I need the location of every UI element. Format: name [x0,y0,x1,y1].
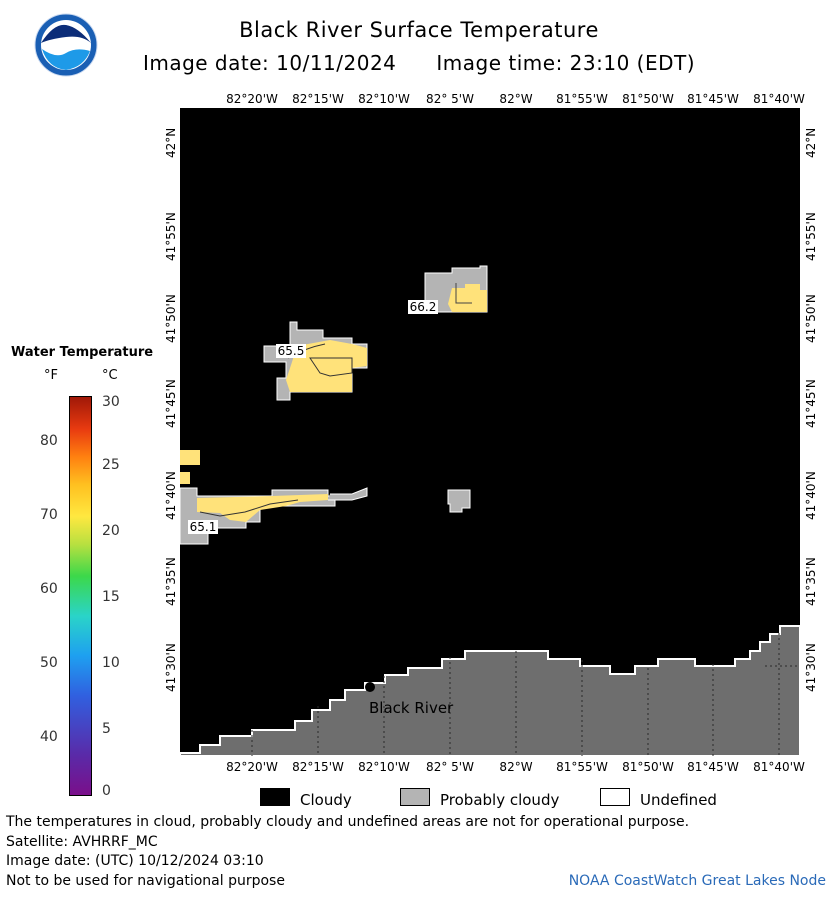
lat-label-right: 41°55'N [804,212,818,261]
celsius-tick: 5 [102,721,111,737]
lat-label-left: 41°40'N [164,471,178,520]
legend-unit-c: °C [102,368,118,383]
noaa-logo: NOAA [34,13,98,77]
black-river-marker [365,682,375,692]
celsius-tick: 30 [102,394,120,410]
temp-label: 66.2 [408,300,438,314]
lat-label-right: 41°45'N [804,379,818,428]
temp-label: 65.5 [276,344,306,358]
water-patch-small [180,472,190,484]
legend-unit-f: °F [44,368,58,383]
probably-cloudy-key-swatch [400,788,430,806]
lat-label-left: 41°50'N [164,294,178,343]
probably-cloudy-key-label: Probably cloudy [440,791,560,809]
black-river-label: Black River [369,699,454,717]
undefined-key-label: Undefined [640,791,717,809]
fahrenheit-tick: 60 [40,581,58,597]
page-title: Black River Surface Temperature [239,18,599,42]
lon-label-bottom: 82° 5'W [426,760,474,774]
lon-label-top: 82°W [499,92,533,106]
lat-label-right: 41°30'N [804,643,818,692]
lon-label-bottom: 81°50'W [622,760,674,774]
graticule [251,633,800,756]
lon-label-bottom: 82°15'W [292,760,344,774]
lat-label-left: 41°55'N [164,212,178,261]
svg-text:65.5: 65.5 [278,344,305,358]
cloudy-key-label: Cloudy [300,791,352,809]
water-patch-small [180,450,200,465]
image-date: Image date: 10/11/2024 [142,51,397,75]
image-datetime: Image date: 10/11/2024 Image time: 23:10 … [0,51,838,75]
celsius-tick: 15 [102,589,120,605]
lon-label-top: 82°15'W [292,92,344,106]
lat-label-left: 41°45'N [164,379,178,428]
lon-label-top: 81°45'W [687,92,739,106]
celsius-tick: 25 [102,457,120,473]
celsius-tick: 0 [102,783,111,799]
lon-label-top: 82°10'W [358,92,410,106]
undefined-key-swatch [600,788,630,806]
navigation-warning: Not to be used for navigational purpose [6,873,285,889]
fahrenheit-tick: 40 [40,729,58,745]
lat-label-right: 42°N [804,127,818,158]
land [180,625,800,756]
celsius-tick: 10 [102,655,120,671]
image-time: Image time: 23:10 (EDT) [436,51,696,75]
lon-label-top: 82° 5'W [426,92,474,106]
lat-label-right: 41°35'N [804,557,818,606]
color-scale-bar [69,396,92,796]
lat-label-right: 41°40'N [804,471,818,520]
lat-label-left: 41°30'N [164,643,178,692]
fahrenheit-tick: 80 [40,433,58,449]
cloudy-key-swatch [260,788,290,806]
cloud-cover [180,108,800,756]
legend-title: Water Temperature [11,345,154,360]
lon-label-bottom: 82°10'W [358,760,410,774]
temp-label: 65.1 [188,520,218,534]
svg-text:66.2: 66.2 [410,300,437,314]
lon-label-top: 81°40'W [753,92,805,106]
lon-label-bottom: 81°55'W [556,760,608,774]
lat-label-right: 41°50'N [804,294,818,343]
satellite-info: Satellite: AVHRRF_MC [6,834,158,850]
lon-label-bottom: 81°40'W [753,760,805,774]
disclaimer: The temperatures in cloud, probably clou… [6,814,690,830]
celsius-tick: 20 [102,523,120,539]
lon-label-top: 81°50'W [622,92,674,106]
lon-label-bottom: 81°45'W [687,760,739,774]
temperature-map: 66.2 65.5 65.1 Black River [180,108,800,756]
utc-date: Image date: (UTC) 10/12/2024 03:10 [6,853,264,869]
water-patch-west [180,487,368,545]
svg-text:NOAA: NOAA [52,39,81,49]
lat-label-left: 41°35'N [164,557,178,606]
svg-text:65.1: 65.1 [190,520,217,534]
fahrenheit-tick: 50 [40,655,58,671]
lon-label-bottom: 82°20'W [226,760,278,774]
water-patch-east [447,489,471,513]
lon-label-top: 82°20'W [226,92,278,106]
lon-label-bottom: 82°W [499,760,533,774]
water-patch-mid [263,321,368,401]
fahrenheit-tick: 70 [40,507,58,523]
credit: NOAA CoastWatch Great Lakes Node [568,873,826,889]
lon-label-top: 81°55'W [556,92,608,106]
lat-label-left: 42°N [164,127,178,158]
